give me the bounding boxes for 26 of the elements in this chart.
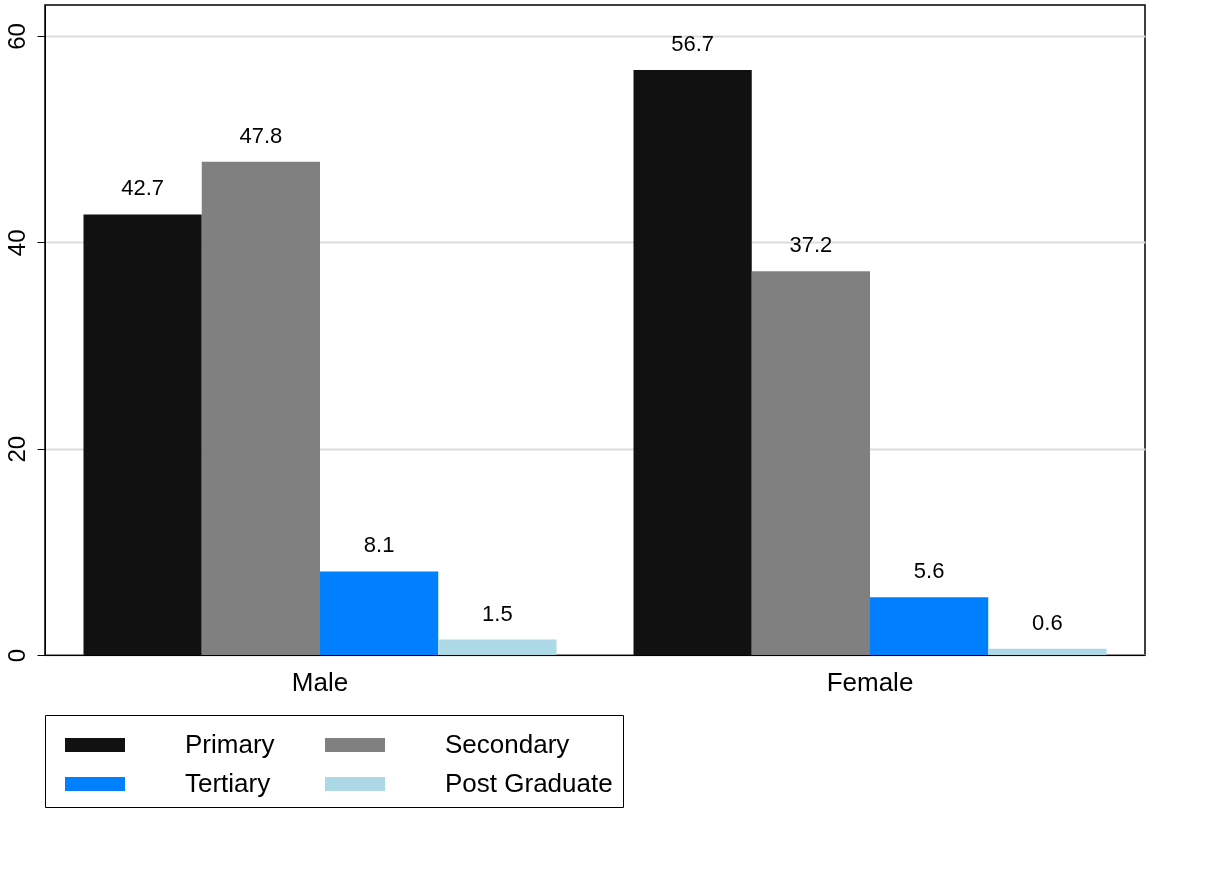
data-label: 37.2 — [789, 232, 833, 258]
bar — [870, 597, 989, 655]
bar — [988, 648, 1107, 655]
bar — [320, 571, 439, 655]
y-tick-label: 0 — [2, 648, 30, 663]
legend-label: Primary — [185, 729, 275, 759]
y-tick-label: 20 — [2, 435, 30, 463]
bar — [201, 161, 320, 655]
y-tick-label: 40 — [2, 229, 30, 257]
data-label: 1.5 — [482, 600, 513, 626]
data-label: 0.6 — [1032, 609, 1063, 635]
bar — [633, 70, 752, 655]
data-label: 5.6 — [913, 558, 945, 584]
legend-label: Secondary — [445, 729, 570, 759]
bar — [751, 271, 870, 655]
bar — [438, 639, 557, 655]
y-tick-label: 60 — [2, 23, 30, 50]
legend-label: Tertiary — [185, 768, 271, 798]
x-tick-label: Female — [826, 666, 914, 697]
bar — [83, 214, 202, 655]
data-label: 56.7 — [671, 31, 715, 56]
legend-label: Post Graduate — [445, 768, 613, 798]
data-label: 42.7 — [121, 175, 165, 201]
data-label: 47.8 — [239, 122, 283, 148]
x-tick-label: Male — [291, 666, 349, 697]
data-label: 8.1 — [363, 532, 395, 558]
